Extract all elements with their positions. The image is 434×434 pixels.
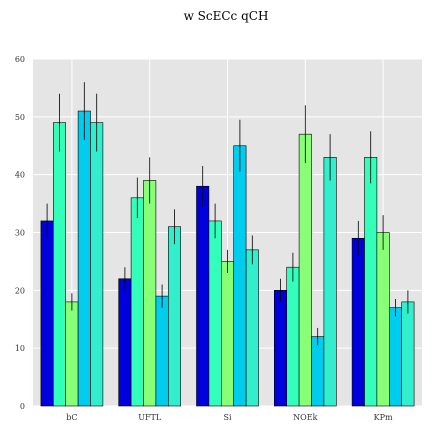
bar xyxy=(130,197,144,407)
y-tick-label: 50 xyxy=(15,113,25,122)
bar xyxy=(273,290,287,407)
bar xyxy=(52,122,66,407)
y-tick-label: 60 xyxy=(15,55,25,64)
bar xyxy=(286,266,300,407)
bar xyxy=(40,220,54,407)
bar xyxy=(388,307,402,407)
bar xyxy=(401,301,415,407)
x-tick-label: Si xyxy=(223,413,231,422)
bar xyxy=(245,249,259,407)
bar xyxy=(143,180,157,407)
y-tick-label: 10 xyxy=(15,344,25,353)
bar xyxy=(298,133,312,407)
bar xyxy=(168,226,182,407)
x-tick-label: bC xyxy=(66,413,77,422)
y-tick-label: 40 xyxy=(15,171,25,180)
axes: 0 10 20 30 40 50 60 bC UFTL Si NOEk KPm xyxy=(15,55,393,422)
bar xyxy=(196,185,210,407)
bar xyxy=(323,157,337,407)
y-tick-label: 30 xyxy=(15,229,25,238)
bar xyxy=(77,110,91,407)
bar xyxy=(65,301,79,407)
y-tick-label: 20 xyxy=(15,286,25,295)
chart-title: w ScECc qCH xyxy=(184,9,269,23)
bar xyxy=(364,157,378,407)
bar xyxy=(351,237,365,407)
bar xyxy=(90,122,104,407)
bar xyxy=(376,232,390,407)
bar xyxy=(233,145,247,407)
bar xyxy=(311,336,325,407)
x-tick-label: KPm xyxy=(374,413,393,422)
bar xyxy=(155,295,169,407)
x-tick-label: UFTL xyxy=(138,413,162,422)
bar xyxy=(221,261,235,407)
bars xyxy=(40,82,415,407)
bar xyxy=(118,278,132,407)
y-tick-label: 0 xyxy=(20,402,25,411)
bar xyxy=(208,220,222,407)
x-tick-label: NOEk xyxy=(293,413,317,422)
